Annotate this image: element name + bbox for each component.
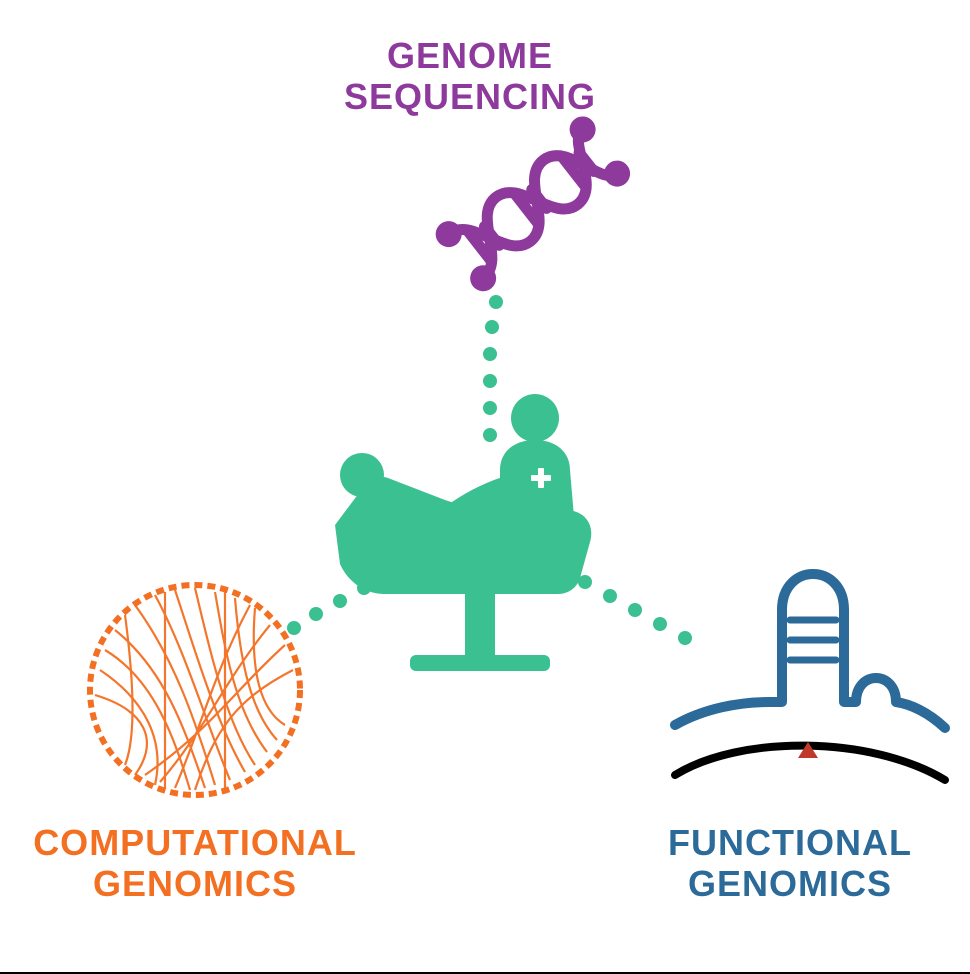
circos-icon (90, 585, 300, 795)
label-func-line1: FUNCTIONAL (668, 822, 912, 863)
label-computational-genomics: COMPUTATIONAL GENOMICS (20, 822, 370, 905)
rna-hairpin-icon (675, 574, 945, 780)
dna-helix-icon (430, 111, 635, 296)
label-comp-line1: COMPUTATIONAL (33, 822, 357, 863)
label-func-line2: GENOMICS (688, 863, 892, 904)
label-functional-genomics: FUNCTIONAL GENOMICS (620, 822, 960, 905)
label-comp-line2: GENOMICS (93, 863, 297, 904)
label-genome-line2: SEQUENCING (344, 76, 596, 117)
label-genome-sequencing: GENOME SEQUENCING (290, 35, 650, 118)
label-genome-line1: GENOME (387, 35, 553, 76)
doctor-patient-icon (335, 394, 591, 671)
